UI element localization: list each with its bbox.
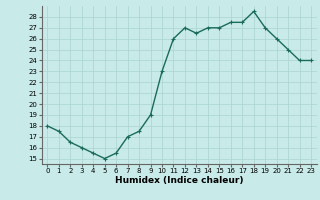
- X-axis label: Humidex (Indice chaleur): Humidex (Indice chaleur): [115, 176, 244, 185]
